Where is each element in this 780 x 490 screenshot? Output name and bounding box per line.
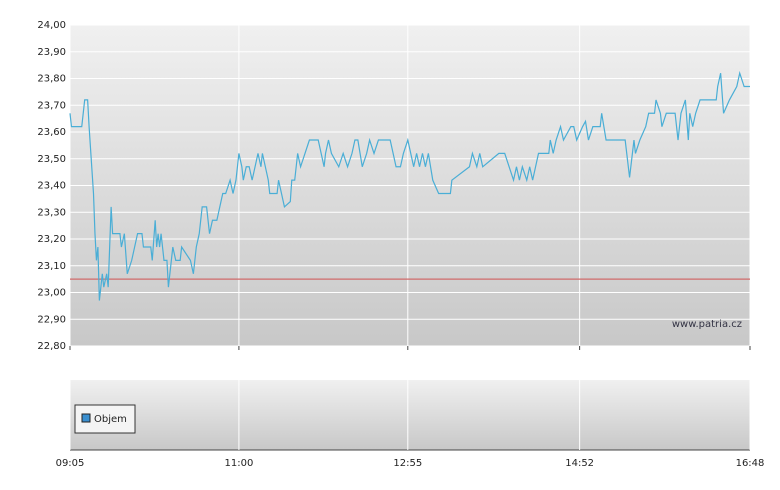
y-tick-label: 23,00 xyxy=(37,288,66,299)
legend-label: Objem xyxy=(94,414,127,425)
y-tick-label: 23,80 xyxy=(37,74,66,85)
y-tick-label: 23,50 xyxy=(37,154,66,165)
x-tick-label: 16:48 xyxy=(736,458,765,469)
price-line xyxy=(69,70,750,301)
x-tick-label: 12:55 xyxy=(393,458,422,469)
x-tick-label: 09:05 xyxy=(56,458,85,469)
y-tick-label: 24,00 xyxy=(37,20,66,31)
y-tick-label: 23,60 xyxy=(37,127,66,138)
y-tick-label: 23,70 xyxy=(37,100,66,111)
volume-area xyxy=(70,380,750,450)
y-tick-label: 23,20 xyxy=(37,234,66,245)
y-tick-label: 23,10 xyxy=(37,261,66,272)
watermark: www.patria.cz xyxy=(672,319,742,330)
y-tick-label: 23,30 xyxy=(37,207,66,218)
x-tick-label: 14:52 xyxy=(565,458,594,469)
y-tick-label: 23,90 xyxy=(37,47,66,58)
legend-swatch xyxy=(81,413,91,423)
y-tick-label: 22,80 xyxy=(37,341,66,352)
x-tick-label: 11:00 xyxy=(224,458,253,469)
y-tick-label: 23,40 xyxy=(37,181,66,192)
y-tick-label: 22,90 xyxy=(37,314,66,325)
